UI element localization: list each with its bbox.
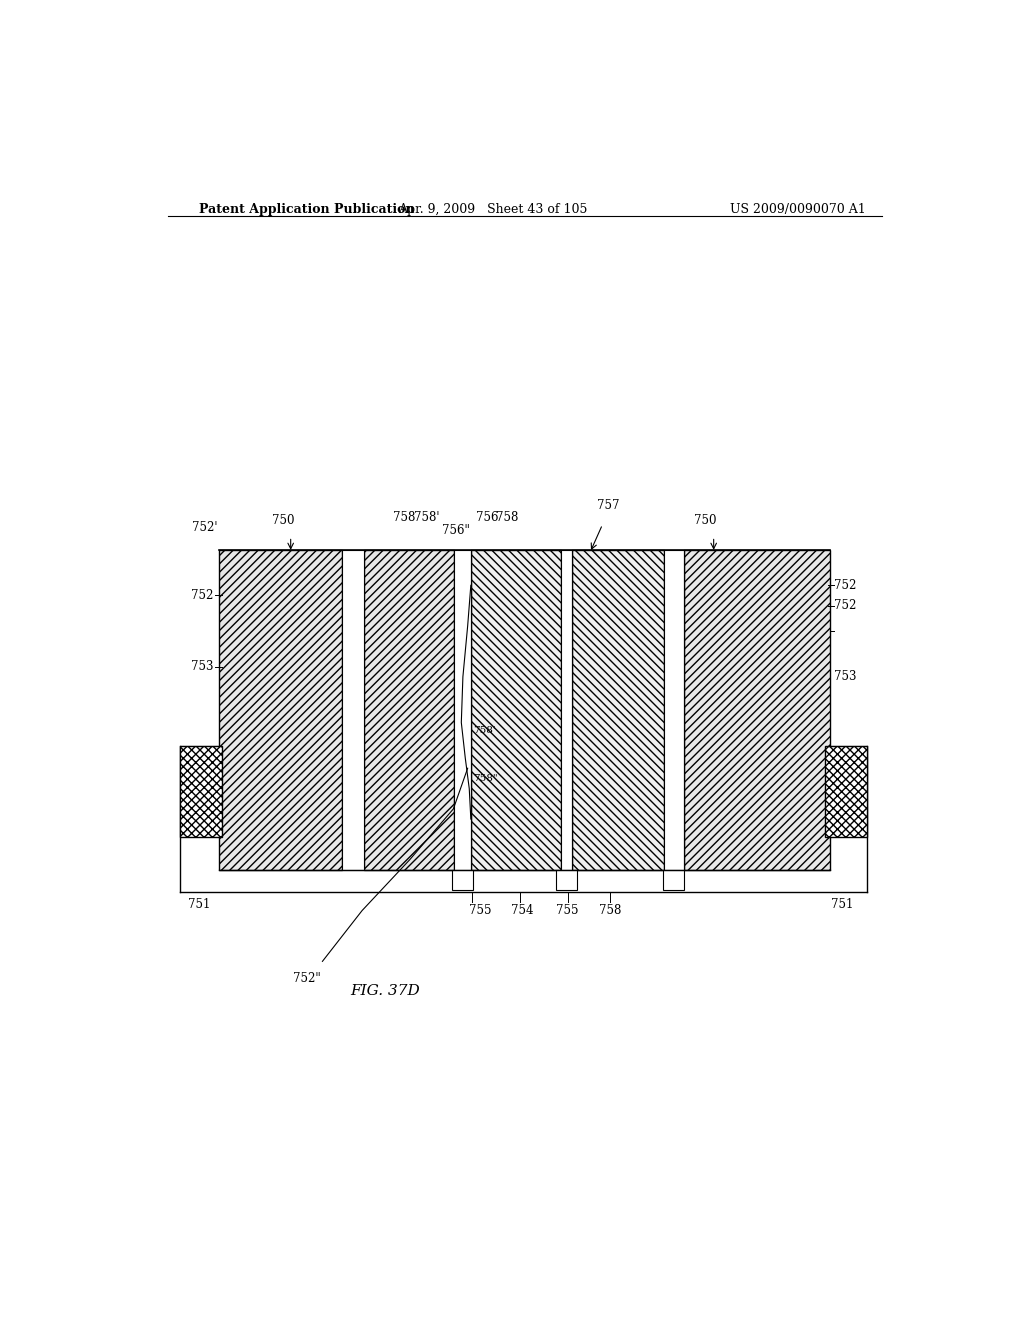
Text: 751: 751 (831, 899, 853, 911)
Bar (560, 549, 572, 870)
Text: FIG. 37D: FIG. 37D (350, 983, 420, 998)
Text: 752: 752 (835, 578, 857, 591)
Text: 756": 756" (441, 524, 470, 536)
Bar (572, 549, 664, 870)
Text: US 2009/0090070 A1: US 2009/0090070 A1 (730, 203, 866, 215)
Text: 757: 757 (597, 499, 620, 512)
Text: 752": 752" (293, 972, 321, 985)
Text: 752: 752 (835, 599, 857, 612)
Text: 758": 758" (473, 774, 498, 783)
Bar (664, 549, 684, 870)
Text: Apr. 9, 2009   Sheet 43 of 105: Apr. 9, 2009 Sheet 43 of 105 (398, 203, 588, 215)
Bar (664, 870, 684, 890)
Text: 750: 750 (694, 515, 717, 528)
Bar (684, 549, 830, 870)
Text: 751: 751 (188, 899, 211, 911)
Text: 750: 750 (271, 515, 294, 528)
Text: 756: 756 (476, 511, 499, 524)
Bar (365, 549, 455, 870)
Bar (556, 870, 577, 890)
Text: 758': 758' (473, 726, 496, 735)
Text: 758: 758 (497, 511, 518, 524)
Text: 752': 752' (193, 521, 218, 535)
Bar (342, 549, 365, 870)
Text: 753: 753 (835, 671, 857, 684)
Text: 752: 752 (191, 589, 214, 602)
Text: Patent Application Publication: Patent Application Publication (200, 203, 415, 215)
Bar (453, 870, 473, 890)
Text: 755: 755 (469, 904, 492, 917)
Text: 754: 754 (511, 904, 534, 917)
Text: 758: 758 (393, 511, 416, 524)
Bar (219, 549, 342, 870)
Text: 758': 758' (415, 511, 440, 524)
Bar (824, 746, 867, 837)
Text: 755: 755 (556, 904, 579, 917)
Text: 758: 758 (598, 904, 621, 917)
Bar (180, 746, 222, 837)
Bar (471, 549, 560, 870)
Text: 753: 753 (191, 660, 214, 673)
Bar (455, 549, 471, 870)
